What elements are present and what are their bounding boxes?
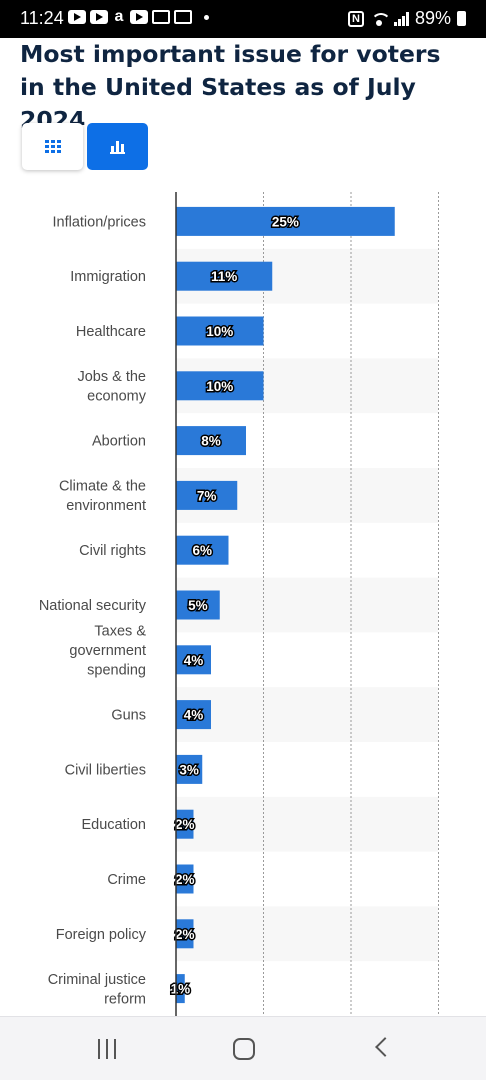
youtube-icon	[90, 10, 108, 24]
data-label: 2%	[175, 817, 195, 832]
row-band	[176, 687, 438, 742]
category-label-line: National security	[39, 598, 147, 614]
category-label: Foreign policy	[56, 927, 147, 943]
category-label: Crime	[107, 872, 146, 888]
category-label-line: environment	[66, 498, 146, 514]
category-label-line: Education	[82, 817, 147, 833]
category-label: Criminal justice reform	[48, 972, 146, 1008]
bar	[176, 206, 395, 236]
system-status: N 89%	[347, 8, 466, 29]
bar	[176, 754, 203, 784]
table-view-icon	[44, 140, 61, 153]
data-label: 3%	[179, 762, 199, 777]
chart-view-button[interactable]	[87, 123, 148, 170]
category-label: Guns	[111, 708, 146, 724]
category-label-line: Foreign policy	[56, 927, 147, 943]
bar	[176, 590, 220, 620]
view-toggle	[22, 123, 148, 170]
bar	[176, 371, 264, 401]
data-label: 2%	[175, 872, 195, 887]
bar-chart-svg: 25% Inflation/prices 11% Immigration 10% Heal…	[39, 192, 439, 1016]
bar	[176, 864, 194, 894]
category-label: Civil liberties	[65, 762, 146, 778]
data-label: 11%	[211, 269, 237, 284]
status-bar: 11:24 a N 89%	[0, 0, 486, 38]
category-label-line: Civil rights	[79, 543, 146, 559]
bar	[176, 974, 185, 1004]
data-label: 5%	[188, 598, 208, 613]
data-label: 6%	[192, 543, 212, 558]
data-label: 8%	[201, 434, 221, 449]
category-label-line: Climate & the	[59, 479, 146, 495]
youtube-icon	[130, 10, 148, 24]
table-view-button[interactable]	[22, 123, 83, 170]
category-label: Immigration	[70, 269, 146, 285]
bar	[176, 645, 211, 675]
category-label-line: government	[69, 643, 146, 659]
category-label-line: Crime	[107, 872, 146, 888]
data-label: 4%	[184, 708, 204, 723]
amazon-icon: a	[114, 8, 124, 25]
bar	[176, 426, 246, 456]
recents-button[interactable]	[98, 1039, 116, 1059]
row-band	[176, 906, 438, 962]
battery-percentage: 89%	[414, 8, 451, 28]
nfc-icon: N	[347, 10, 364, 27]
battery-icon	[457, 11, 466, 26]
category-label-line: Guns	[111, 708, 146, 724]
news-icon	[152, 10, 170, 24]
category-label: Civil rights	[79, 543, 146, 559]
category-label-line: Taxes &	[94, 623, 146, 639]
bar	[176, 700, 211, 730]
chart-title: Most important issue for voters in the U…	[20, 40, 441, 134]
category-label: Healthcare	[76, 324, 146, 340]
category-label-line: Abortion	[92, 434, 146, 450]
row-band	[176, 796, 438, 852]
bar	[176, 535, 229, 565]
category-label-line: Criminal justice	[48, 972, 146, 988]
data-label: 4%	[184, 653, 204, 668]
wifi-icon	[370, 12, 391, 26]
status-time: 11:24	[20, 8, 64, 28]
category-label-line: reform	[104, 991, 146, 1007]
category-label: Taxes & government spending	[69, 623, 146, 678]
bar	[176, 480, 238, 510]
youtube-icon	[68, 10, 86, 24]
category-label-line: Immigration	[70, 269, 146, 285]
category-label: Climate & the environment	[59, 479, 146, 515]
category-label-line: Inflation/prices	[53, 214, 147, 230]
signal-icon	[393, 11, 409, 26]
category-label-line: Healthcare	[76, 324, 146, 340]
data-label: 10%	[206, 379, 233, 394]
bar	[176, 261, 273, 291]
back-button[interactable]	[375, 1037, 395, 1057]
bar-chart: 25% Inflation/prices 11% Immigration 10% Heal…	[0, 192, 486, 1016]
navigation-bar	[0, 1016, 486, 1080]
category-label: National security	[39, 598, 147, 614]
home-button[interactable]	[233, 1038, 255, 1060]
data-label: 2%	[175, 927, 195, 942]
data-label: 1%	[171, 982, 191, 997]
category-label-line: spending	[87, 662, 146, 678]
category-label-line: Civil liberties	[65, 762, 146, 778]
category-label-line: economy	[87, 389, 147, 405]
data-label: 10%	[206, 324, 233, 339]
category-label: Abortion	[92, 434, 146, 450]
notification-dot-icon	[204, 14, 209, 20]
bar	[176, 809, 194, 839]
category-label: Jobs & the economy	[77, 369, 146, 405]
category-label: Inflation/prices	[53, 214, 147, 230]
chart-view-icon	[110, 140, 125, 154]
notification-icons: a	[68, 8, 209, 25]
category-label: Education	[82, 817, 147, 833]
bar	[176, 919, 194, 949]
data-label: 25%	[272, 214, 299, 229]
data-label: 7%	[197, 488, 217, 503]
category-label-line: Jobs & the	[77, 369, 146, 385]
news-icon	[174, 10, 192, 24]
bar	[176, 316, 264, 346]
